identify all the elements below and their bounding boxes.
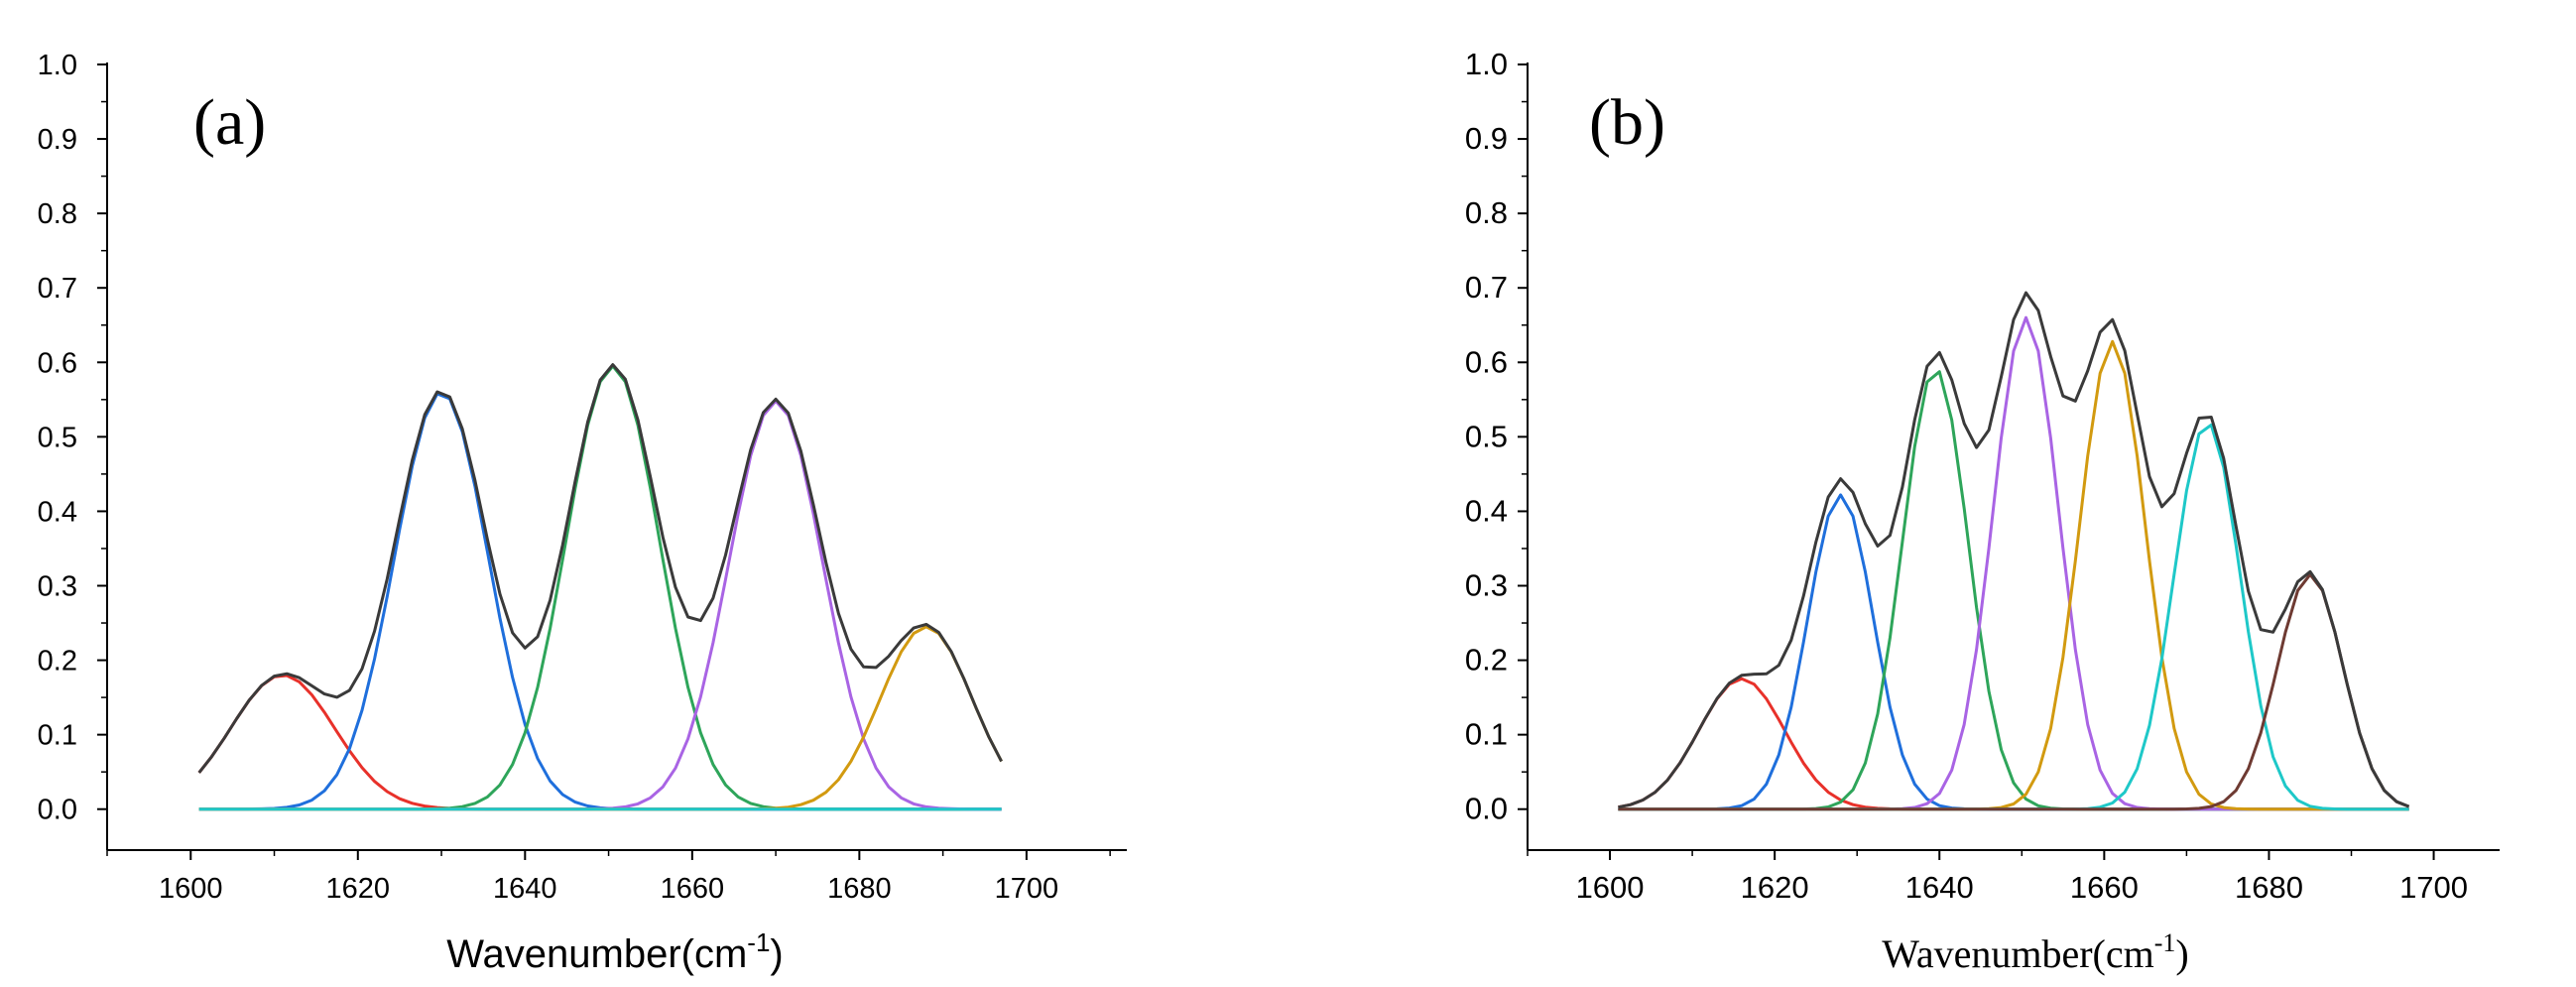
y-tick-label: 0.1 bbox=[38, 720, 77, 752]
x-tick-label: 1620 bbox=[1741, 870, 1809, 905]
y-tick-label: 0.1 bbox=[1465, 717, 1508, 752]
x-tick-label: 1600 bbox=[159, 873, 223, 905]
x-axis-title-main: Wavenumber(cm bbox=[446, 932, 747, 976]
x-tick-label: 1620 bbox=[326, 873, 391, 905]
y-tick-label: 0.7 bbox=[38, 273, 77, 305]
x-axis-title-sup: -1 bbox=[747, 927, 770, 957]
y-tick-label: 0.3 bbox=[1465, 567, 1508, 602]
series-green bbox=[198, 364, 1002, 811]
series-purple bbox=[1618, 315, 2409, 811]
x-tick-label: 1660 bbox=[2070, 870, 2139, 905]
x-tick-label: 1680 bbox=[2235, 870, 2303, 905]
x-tick-label: 1700 bbox=[995, 873, 1059, 905]
panel-label: (b) bbox=[1589, 86, 1665, 159]
x-axis-title-close: ) bbox=[2175, 931, 2188, 976]
y-tick-label: 0.4 bbox=[38, 496, 77, 528]
y-tick-label: 0.7 bbox=[1465, 270, 1508, 305]
y-tick-label: 0.8 bbox=[1465, 195, 1508, 230]
y-tick-label: 1.0 bbox=[38, 50, 77, 81]
series-orange bbox=[1618, 339, 2409, 811]
y-tick-label: 0.6 bbox=[38, 347, 77, 379]
x-axis-title-main: Wavenumber(cm bbox=[1882, 931, 2153, 976]
series-sum bbox=[197, 363, 1003, 774]
series-sum bbox=[1618, 291, 2410, 809]
y-tick-label: 0.9 bbox=[38, 124, 77, 156]
x-tick-label: 1640 bbox=[493, 873, 557, 905]
series-purple bbox=[198, 399, 1002, 811]
y-tick-label: 0.6 bbox=[1465, 344, 1508, 379]
y-tick-label: 0.2 bbox=[1465, 643, 1508, 678]
panel-label: (a) bbox=[193, 86, 266, 159]
y-tick-label: 0.9 bbox=[1465, 121, 1508, 156]
series-blue bbox=[198, 392, 1002, 811]
series-brown bbox=[1618, 572, 2410, 811]
y-tick-label: 0.3 bbox=[38, 570, 77, 602]
x-axis-title: Wavenumber(cm-1) bbox=[446, 927, 783, 976]
x-tick-label: 1660 bbox=[661, 873, 725, 905]
y-tick-label: 0.2 bbox=[38, 646, 77, 678]
x-tick-label: 1640 bbox=[1905, 870, 1974, 905]
y-tick-label: 0.0 bbox=[38, 795, 77, 826]
y-tick-label: 0.4 bbox=[1465, 493, 1508, 528]
y-tick-label: 0.0 bbox=[1465, 792, 1508, 826]
x-axis-title-close: ) bbox=[770, 932, 783, 976]
x-axis-title-sup: -1 bbox=[2154, 928, 2176, 957]
series-green bbox=[1618, 370, 2409, 811]
y-tick-label: 0.8 bbox=[38, 198, 77, 230]
x-tick-label: 1700 bbox=[2399, 870, 2468, 905]
panel-b: 0.0 0.1 0.2 0.3 0.4 0.5 0.6 0.7 0.8 0.9 1.0 1600 162… bbox=[1465, 47, 2500, 976]
x-tick-label: 1600 bbox=[1576, 870, 1645, 905]
x-axis-title: Wavenumber(cm-1) bbox=[1882, 928, 2188, 976]
y-tick-label: 1.0 bbox=[1465, 47, 1508, 81]
curves bbox=[197, 363, 1003, 811]
series-orange bbox=[198, 625, 1003, 811]
panel-a: 0.0 0.1 0.2 0.3 0.4 0.5 0.6 0.7 0.8 0.9 1.0 1600 162… bbox=[38, 50, 1127, 976]
y-tick-label: 0.5 bbox=[38, 422, 77, 453]
y-tick-label: 0.5 bbox=[1465, 419, 1508, 453]
series-blue bbox=[1618, 493, 2409, 811]
curves bbox=[1618, 291, 2410, 811]
x-tick-label: 1680 bbox=[827, 873, 892, 905]
